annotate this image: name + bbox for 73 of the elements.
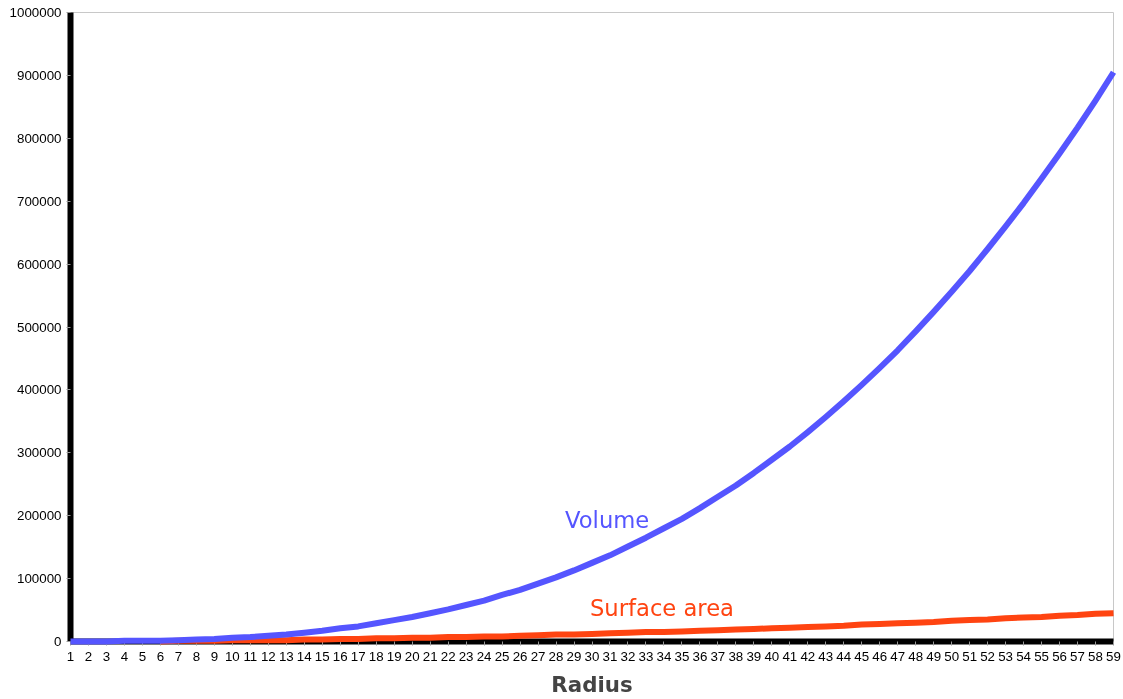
x-tick-label: 2 [84,648,93,664]
x-tick-label: 55 [1034,648,1049,664]
y-tick-label: 600000 [17,256,62,272]
x-tick-label: 15 [314,648,330,664]
x-tick-label: 25 [494,648,510,664]
x-tick-label: 58 [1088,648,1103,664]
x-tick-label: 45 [854,648,870,664]
x-tick-label: 11 [243,648,258,664]
x-tick-label: 33 [638,648,654,664]
x-tick-label: 38 [728,648,744,664]
y-tick-label: 100000 [17,571,62,587]
x-tick-label: 31 [602,648,618,664]
x-tick-label: 46 [872,648,888,664]
x-tick-label: 12 [260,648,276,664]
x-tick-label: 43 [818,648,834,664]
x-tick-label: 49 [926,648,942,664]
x-tick-label: 16 [332,648,348,664]
y-tick-label: 400000 [17,382,62,398]
y-tick-label: 500000 [17,319,62,335]
x-tick-label: 26 [512,648,528,664]
y-tick-label: 200000 [17,508,62,524]
y-tick-label: 800000 [17,130,62,146]
x-tick-label: 40 [764,648,780,664]
x-tick-label: 28 [548,648,564,664]
y-tick-label: 300000 [17,445,62,461]
y-tick-label: 0 [54,634,62,649]
y-tick-label: 900000 [17,67,62,83]
x-tick-label: 20 [404,648,420,664]
x-tick-label: 7 [174,648,183,664]
x-tick-label: 19 [386,648,402,664]
x-tick-label: 23 [458,648,474,664]
x-tick-label: 50 [944,648,960,664]
x-tick-label: 14 [296,648,313,664]
x-tick-label: 48 [908,648,924,664]
x-tick-label: 42 [800,648,816,664]
x-tick-label: 17 [350,648,366,664]
x-tick-label: 39 [746,648,762,664]
x-tick-label: 6 [156,648,165,664]
x-tick-label: 18 [368,648,384,664]
x-tick-label: 41 [782,648,798,664]
x-tick-label: 47 [890,648,906,664]
x-tick-label: 52 [980,648,996,664]
x-tick-label: 24 [476,648,493,664]
x-tick-label: 54 [1016,648,1032,664]
y-tick-label: 1000000 [9,5,62,20]
series-label: Surface area [589,594,735,621]
x-tick-label: 22 [440,648,456,664]
y-tick-label: 700000 [17,193,62,209]
x-tick-label: 32 [620,648,636,664]
x-tick-label: 3 [102,648,111,664]
x-tick-label: 57 [1070,648,1085,664]
x-tick-label: 30 [584,648,600,664]
x-tick-label: 21 [422,648,438,664]
x-tick-label: 35 [674,648,690,664]
x-tick-label: 59 [1106,648,1121,664]
x-tick-label: 34 [656,648,672,664]
x-tick-label: 27 [530,648,546,664]
x-tick-label: 29 [566,648,582,664]
series-label: Volume [564,507,650,534]
x-tick-label: 53 [998,648,1014,664]
x-tick-label: 8 [192,648,201,664]
x-tick-label: 36 [692,648,708,664]
x-tick-label: 9 [210,648,219,664]
x-tick-label: 37 [710,648,726,664]
x-tick-label: 44 [836,648,852,664]
x-tick-label: 10 [224,648,240,664]
x-axis-title: Radius [551,671,633,697]
x-tick-label: 5 [138,648,147,664]
x-tick-label: 56 [1052,648,1067,664]
x-tick-label: 4 [120,648,129,664]
x-tick-label: 51 [962,648,978,664]
x-tick-label: 1 [66,648,75,664]
x-tick-label: 13 [278,648,294,664]
